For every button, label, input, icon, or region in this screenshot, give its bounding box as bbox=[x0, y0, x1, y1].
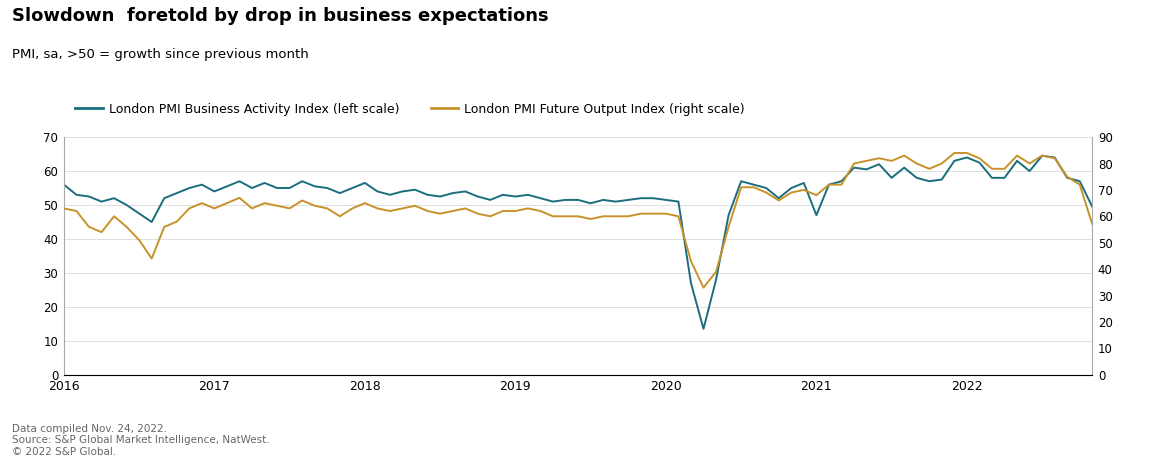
London PMI Business Activity Index (left scale) bbox=[672, 199, 686, 204]
Text: Slowdown  foretold by drop in business expectations: Slowdown foretold by drop in business ex… bbox=[12, 7, 548, 25]
London PMI Business Activity Index (left scale) bbox=[57, 182, 71, 187]
Line: London PMI Future Output Index (right scale): London PMI Future Output Index (right sc… bbox=[64, 153, 1092, 287]
London PMI Business Activity Index (left scale) bbox=[208, 189, 222, 194]
London PMI Business Activity Index (left scale) bbox=[1085, 204, 1099, 209]
London PMI Business Activity Index (left scale) bbox=[696, 326, 710, 332]
London PMI Future Output Index (right scale) bbox=[696, 285, 710, 290]
London PMI Business Activity Index (left scale) bbox=[873, 161, 887, 167]
London PMI Business Activity Index (left scale) bbox=[1035, 153, 1049, 159]
London PMI Future Output Index (right scale) bbox=[270, 203, 284, 208]
London PMI Business Activity Index (left scale) bbox=[120, 202, 134, 208]
Legend: London PMI Business Activity Index (left scale), London PMI Future Output Index : London PMI Business Activity Index (left… bbox=[70, 98, 749, 121]
London PMI Future Output Index (right scale) bbox=[810, 192, 824, 198]
Line: London PMI Business Activity Index (left scale): London PMI Business Activity Index (left… bbox=[64, 156, 1092, 329]
Text: PMI, sa, >50 = growth since previous month: PMI, sa, >50 = growth since previous mon… bbox=[12, 48, 308, 61]
London PMI Future Output Index (right scale) bbox=[947, 150, 961, 156]
London PMI Business Activity Index (left scale) bbox=[270, 185, 284, 191]
Text: Data compiled Nov. 24, 2022.
Source: S&P Global Market Intelligence, NatWest.
© : Data compiled Nov. 24, 2022. Source: S&P… bbox=[12, 424, 270, 457]
London PMI Future Output Index (right scale) bbox=[873, 155, 887, 161]
London PMI Future Output Index (right scale) bbox=[57, 206, 71, 211]
London PMI Future Output Index (right scale) bbox=[1085, 222, 1099, 227]
London PMI Future Output Index (right scale) bbox=[120, 224, 134, 229]
London PMI Future Output Index (right scale) bbox=[208, 206, 222, 211]
London PMI Future Output Index (right scale) bbox=[672, 213, 686, 219]
London PMI Business Activity Index (left scale) bbox=[810, 213, 824, 218]
